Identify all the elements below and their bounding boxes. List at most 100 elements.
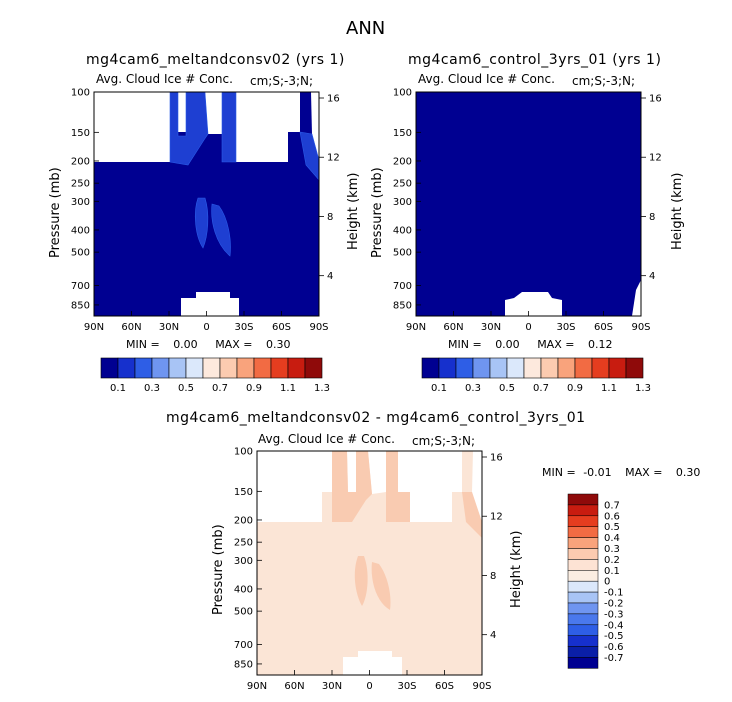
colorbar-swatch (567, 515, 599, 527)
colorbar-label: 0.1 (604, 566, 620, 577)
panel3-missing-top-left (257, 451, 332, 522)
colorbar-label: 0 (604, 577, 610, 588)
colorbar-label: -0.4 (604, 620, 624, 631)
panel1-missing-top-right (236, 92, 300, 162)
latitude-tick-label: 90N (406, 322, 426, 333)
colorbar-label: 0.3 (465, 383, 481, 394)
panel3-axes: 100 150 200 250 300 400 500 700 850 16 12 8 4 90N 60N 3… (234, 447, 503, 693)
colorbar-swatch (567, 624, 599, 636)
latitude-tick-label: 30N (159, 322, 179, 333)
latitude-tick-label: 90S (631, 322, 650, 333)
colorbar-label: 0.3 (144, 383, 160, 394)
panel1-axes: 100 150 200 250 300 400 500 700 850 16 12 8 4 90N 60N 3… (71, 88, 340, 334)
colorbar-swatch (567, 570, 599, 582)
panel1-missing-top-mid2 (205, 92, 222, 134)
colorbar-label: 0.5 (178, 383, 194, 394)
panel3-missing-bottom (343, 651, 402, 675)
panel3-feature-blob-right (371, 562, 391, 610)
panel2-right-subtitle: cm;S;-3;N; (572, 74, 636, 88)
latitude-tick-label: 0 (525, 322, 531, 333)
colorbar-swatch (567, 613, 599, 626)
panel1-colorbar: 0.10.30.50.70.91.11.31.5 (100, 357, 330, 394)
panel1-missing-top-right2 (311, 92, 319, 160)
panel2-background-field (416, 92, 641, 316)
latitude-tick-label: 60S (594, 322, 613, 333)
panel3-missing-top-mid (347, 451, 356, 492)
panel3-min-label: MIN = (542, 466, 576, 479)
panel1-right-subtitle: cm;S;-3;N; (250, 74, 314, 88)
pressure-tick-label: 200 (71, 156, 90, 167)
colorbar-label: -0.5 (604, 631, 624, 642)
colorbar-label: -0.1 (604, 588, 624, 599)
latitude-tick-label: 90N (84, 322, 104, 333)
latitude-tick-label: 90S (309, 322, 328, 333)
panel2-max-value: 0.12 (587, 338, 613, 351)
colorbar-label: 0.9 (567, 383, 583, 394)
panel3-feature-far-right (462, 492, 482, 538)
latitude-tick-label: 30N (322, 681, 342, 692)
colorbar-swatch (567, 526, 599, 538)
colorbar-swatch (567, 559, 599, 571)
pressure-tick-label: 300 (71, 197, 90, 208)
height-tick-label: 8 (649, 212, 655, 223)
panel2-title: mg4cam6_control_3yrs_01 (yrs 1) (408, 52, 662, 68)
latitude-tick-label: 30S (397, 681, 416, 692)
colorbar-label: 0.3 (604, 544, 620, 555)
pressure-tick-label: 500 (71, 248, 90, 259)
colorbar-label: -0.7 (604, 653, 624, 664)
panel3-missing-top-right (398, 451, 462, 522)
colorbar-swatch (567, 602, 599, 615)
height-tick-label: 4 (649, 271, 655, 282)
latitude-tick-label: 0 (366, 681, 372, 692)
latitude-tick-label: 30S (556, 322, 575, 333)
panel2-minmax: MIN = 0.00 MAX = 0.12 (448, 338, 612, 351)
pressure-tick-label: 250 (71, 179, 90, 190)
panel2-left-subtitle: Avg. Cloud Ice # Conc. (418, 72, 555, 86)
latitude-tick-label: 60N (443, 322, 463, 333)
pressure-tick-label: 150 (393, 128, 412, 139)
page-title: ANN (346, 18, 386, 39)
colorbar-label: 0.1 (110, 383, 126, 394)
colorbar-label: -0.6 (604, 642, 624, 653)
colorbar-swatch (625, 357, 644, 379)
panel2-max-label: MAX = (537, 338, 575, 351)
colorbar-label: 1.1 (601, 383, 617, 394)
panel1-missing-top-left (94, 92, 170, 162)
panel1-title: mg4cam6_meltandconsv02 (yrs 1) (86, 52, 345, 68)
latitude-tick-label: 60S (272, 322, 291, 333)
latitude-tick-label: 30S (234, 322, 253, 333)
pressure-tick-label: 200 (393, 156, 412, 167)
colorbar-swatch (567, 504, 599, 517)
pressure-tick-label: 200 (234, 515, 253, 526)
pressure-tick-label: 500 (234, 607, 253, 618)
colorbar-label: -0.3 (604, 609, 624, 620)
panel1-min-label: MIN = (126, 338, 160, 351)
panel3-right-subtitle: cm;S;-3;N; (412, 434, 476, 448)
panel3-max-value: 0.30 (675, 466, 701, 479)
panel3-feature-blob-left (354, 556, 368, 606)
panel3-field (256, 450, 483, 676)
colorbar-label: 0.2 (604, 555, 620, 566)
pressure-tick-label: 850 (71, 300, 90, 311)
colorbar-swatch (304, 357, 323, 379)
colorbar-swatch (567, 537, 599, 549)
colorbar-label: 0.1 (431, 383, 447, 394)
panel1-min-value: 0.00 (173, 338, 198, 351)
pressure-tick-label: 500 (393, 248, 412, 259)
panel3-max-label: MAX = (625, 466, 663, 479)
panel3-title: mg4cam6_meltandconsv02 - mg4cam6_control… (166, 410, 586, 426)
latitude-tick-label: 60N (284, 681, 304, 692)
height-tick-label: 12 (649, 153, 662, 164)
pressure-tick-label: 850 (393, 300, 412, 311)
latitude-tick-label: 60N (121, 322, 141, 333)
colorbar-label: 0.4 (604, 533, 620, 544)
height-tick-label: 4 (327, 271, 333, 282)
height-tick-label: 4 (490, 630, 496, 641)
panel1-left-subtitle: Avg. Cloud Ice # Conc. (96, 72, 233, 86)
colorbar-label: 0.9 (246, 383, 262, 394)
height-tick-label: 16 (649, 94, 662, 105)
panel2-min-value: 0.00 (495, 338, 520, 351)
